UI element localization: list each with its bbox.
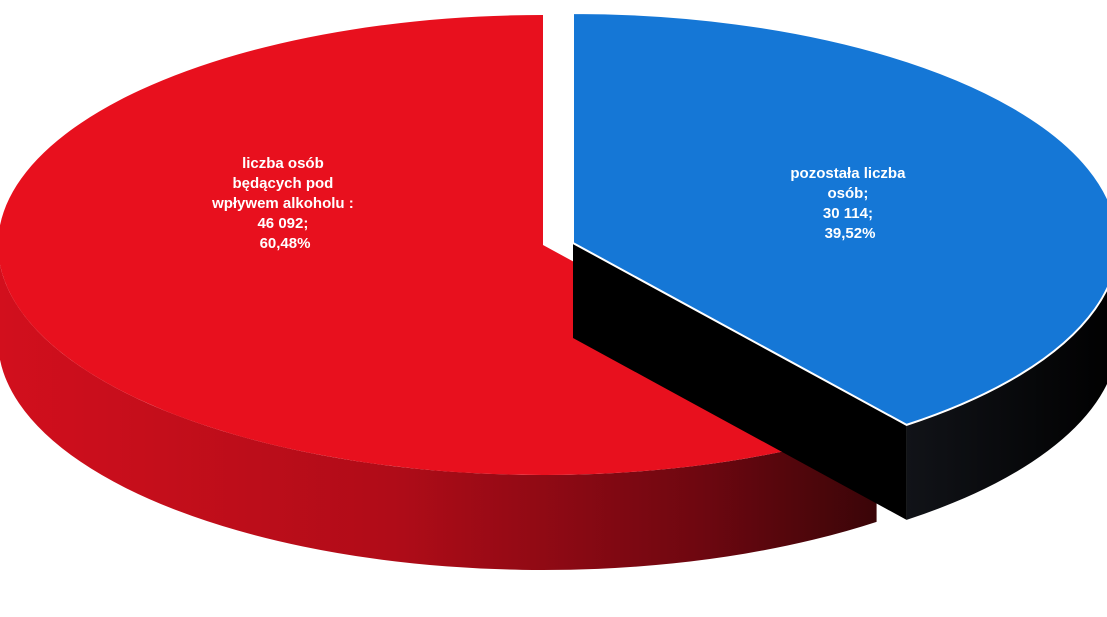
- slice-label-line: 39,52%: [825, 225, 876, 242]
- pie-slice-alcohol-side: [0, 264, 877, 570]
- pie-slice-other: pozostała liczba osób; 30 114; 39,52%: [572, 11, 1107, 520]
- slice-label-line: liczba osób: [242, 155, 324, 172]
- slice-label-line: osób;: [828, 185, 869, 202]
- slice-label-line: 60,48%: [260, 235, 311, 252]
- slice-label-line: pozostała liczba: [790, 165, 906, 182]
- pie-slice-other-label: pozostała liczba osób; 30 114; 39,52%: [790, 165, 909, 242]
- pie-slice-other-side: [906, 288, 1107, 520]
- slice-label-line: 30 114;: [823, 205, 873, 222]
- slice-label-line: wpływem alkoholu :: [211, 195, 354, 212]
- pie-slice-alcohol-label: liczba osób będących pod wpływem alkohol…: [211, 155, 358, 252]
- pie-slice-other-wall: [573, 243, 907, 520]
- slice-label-line: 46 092;: [257, 215, 308, 232]
- slice-label-line: będących pod: [232, 175, 333, 192]
- pie-slice-other-top: [572, 11, 1107, 426]
